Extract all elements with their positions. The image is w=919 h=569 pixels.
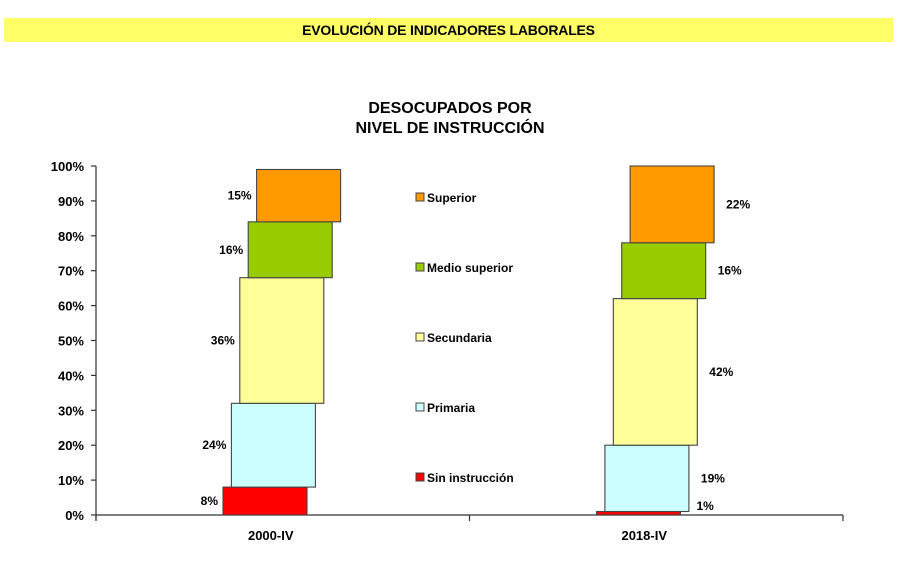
y-tick-label: 80% [58, 229, 84, 244]
y-tick-label: 20% [58, 438, 84, 453]
data-label: 15% [228, 189, 252, 203]
y-tick-label: 60% [58, 299, 84, 314]
bar-segment-secundaria [612, 298, 698, 446]
legend-label: Sin instrucción [427, 471, 514, 485]
bar-segment-medio-superior [621, 242, 707, 300]
bar-segment-superior [629, 165, 715, 244]
bar-segment-primaria [604, 444, 690, 513]
y-tick-label: 90% [58, 194, 84, 209]
bar-segment-secundaria [239, 277, 325, 404]
legend-label: Secundaria [427, 331, 492, 345]
chart-title-line-1: DESOCUPADOS POR [368, 100, 532, 117]
banner-title: EVOLUCIÓN DE INDICADORES LABORALES [302, 22, 595, 38]
y-tick-label: 70% [58, 264, 84, 279]
data-label: 16% [219, 243, 243, 257]
bar-segment-medio-superior [247, 221, 333, 279]
x-category-label: 2018-IV [621, 528, 667, 543]
y-tick-label: 50% [58, 334, 84, 349]
data-label: 22% [726, 197, 750, 211]
data-label: 19% [701, 471, 725, 485]
y-tick-label: 0% [65, 508, 84, 523]
data-label: 24% [202, 438, 226, 452]
data-label: 42% [709, 365, 733, 379]
legend-swatch [415, 332, 425, 342]
y-tick-label: 30% [58, 403, 84, 418]
header-banner: EVOLUCIÓN DE INDICADORES LABORALES [4, 18, 893, 42]
data-label: 8% [201, 494, 219, 508]
chart-title: DESOCUPADOS POR NIVEL DE INSTRUCCIÓN [300, 99, 600, 139]
bar-segment-sin-instruccion [222, 486, 308, 516]
chart-title-line-2: NIVEL DE INSTRUCCIÓN [355, 120, 545, 137]
y-tick-label: 40% [58, 368, 84, 383]
legend-swatch [415, 472, 425, 482]
legend-label: Medio superior [427, 261, 513, 275]
x-category-label: 2000-IV [248, 528, 294, 543]
legend-swatch [415, 192, 425, 202]
data-label: 36% [211, 334, 235, 348]
data-label: 1% [697, 499, 715, 513]
y-tick-label: 10% [58, 473, 84, 488]
bar-segment-primaria [230, 402, 316, 488]
legend-label: Superior [427, 191, 477, 205]
legend-label: Primaria [427, 401, 475, 415]
y-tick-label: 100% [51, 159, 85, 174]
legend-swatch [415, 402, 425, 412]
bar-segment-superior [256, 168, 342, 223]
data-label: 16% [718, 264, 742, 278]
legend-swatch [415, 262, 425, 272]
